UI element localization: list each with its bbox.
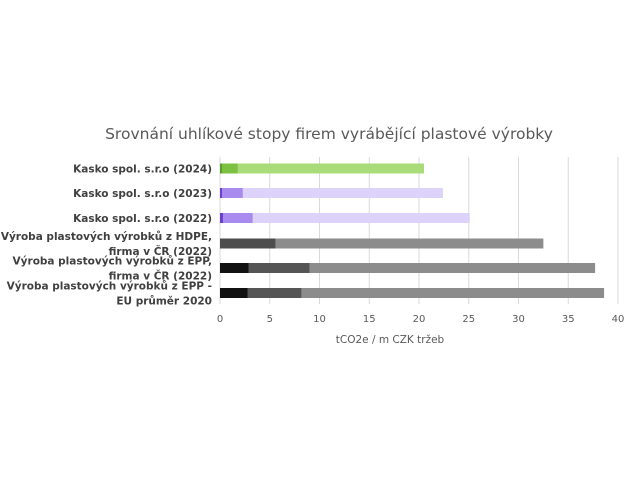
y-axis-categories: Kasko spol. s.r.o (2024) Kasko spol. s.r.…: [1, 164, 212, 308]
bar-series: [220, 163, 605, 298]
x-axis-label: tCO2e / m CZK tržeb: [336, 334, 445, 346]
category-label-4: Výroba plastových výrobků z EPP, firma v …: [13, 255, 212, 283]
x-tick-label-7: 35: [562, 314, 575, 325]
bar-row-2-segment-2: [252, 213, 470, 223]
bar-row-3-segment-1: [275, 238, 544, 249]
x-tick-label-8: 40: [612, 314, 625, 325]
x-axis-ticks: 0 5 10 15 20 25 30 35 40: [217, 314, 625, 325]
bar-row-4-segment-1: [248, 263, 310, 273]
x-tick-label-4: 20: [413, 314, 426, 325]
bar-row-1-segment-2: [242, 188, 443, 198]
bar-row-4-segment-2: [309, 263, 596, 273]
bar-row-2-segment-0: [220, 213, 223, 223]
x-tick-label-2: 10: [313, 314, 326, 325]
chart-title: Srovnání uhlíkové stopy firem vyrábějící…: [105, 125, 553, 143]
category-label-2: Kasko spol. s.r.o (2022): [73, 213, 212, 225]
category-label-5: Výroba plastových výrobků z EPP -EU prům…: [7, 280, 212, 308]
bar-row-5-segment-1: [247, 288, 302, 298]
bar-row-3-segment-0: [220, 238, 276, 249]
bar-row-0-segment-0: [220, 163, 222, 174]
gridlines: [219, 157, 619, 304]
x-tick-label-0: 0: [217, 314, 223, 325]
x-tick-label-5: 25: [462, 314, 475, 325]
bar-row-1-segment-0: [220, 188, 222, 198]
x-tick-label-1: 5: [267, 314, 273, 325]
category-label-3: Výroba plastových výrobků z HDPE, firma v…: [1, 230, 212, 258]
bar-row-0-segment-2: [237, 163, 424, 174]
bar-row-2-segment-1: [222, 213, 253, 223]
bar-row-5-segment-0: [220, 288, 248, 298]
category-label-1: Kasko spol. s.r.o (2023): [73, 188, 212, 200]
bar-row-1-segment-1: [221, 188, 243, 198]
x-tick-label-3: 15: [363, 314, 376, 325]
bar-row-4-segment-0: [220, 263, 249, 273]
bar-row-5-segment-2: [301, 288, 605, 298]
bar-row-0-segment-1: [221, 163, 238, 174]
category-label-0: Kasko spol. s.r.o (2024): [73, 164, 212, 176]
x-tick-label-6: 30: [512, 314, 525, 325]
